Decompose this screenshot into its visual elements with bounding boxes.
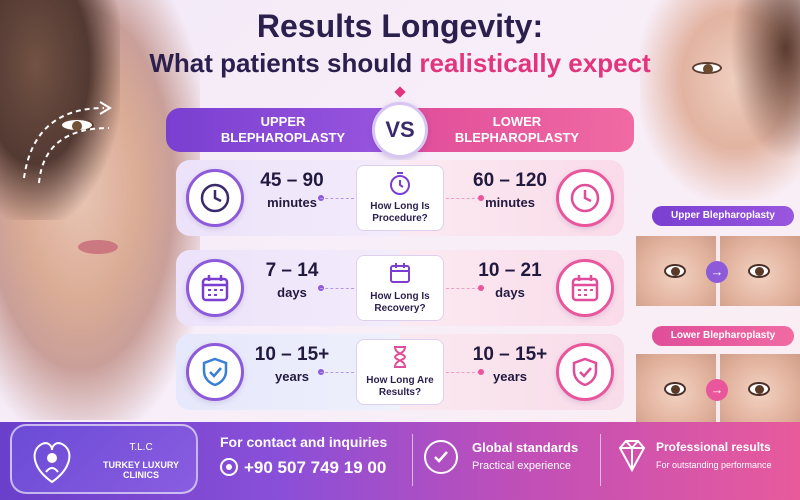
upper-blepharoplasty-label: Upper Blepharoplasty xyxy=(652,206,794,226)
contact-title: For contact and inquiries xyxy=(220,434,388,450)
check-circle-icon xyxy=(424,440,458,474)
unit-text: years xyxy=(493,369,527,384)
brand-tlc: T.L.C xyxy=(129,442,153,453)
connector-dot xyxy=(478,285,484,291)
shield-icon xyxy=(186,343,244,401)
unit-text: days xyxy=(495,285,525,300)
vs-badge: VS xyxy=(372,102,428,158)
shield-icon xyxy=(556,343,614,401)
connector-dot xyxy=(478,195,484,201)
upper-value: 10 – 15+ years xyxy=(232,334,352,386)
lower-before-after-image: → xyxy=(636,354,800,424)
connector-line xyxy=(446,198,480,199)
connector-line xyxy=(320,288,354,289)
hair-shape xyxy=(0,0,120,220)
question-text: Results? xyxy=(378,387,422,398)
before-eye-image xyxy=(636,236,716,306)
value-text: 10 – 15+ xyxy=(254,344,330,365)
title-divider-dot xyxy=(394,86,406,98)
professional-results-title: Professional results xyxy=(656,440,771,454)
unit-text: minutes xyxy=(485,195,535,210)
clinic-logo-icon xyxy=(33,442,71,484)
comparison-row-procedure: 45 – 90 minutes How Long Is Procedure? 6… xyxy=(176,160,624,236)
question-text: How Long Is xyxy=(370,291,430,302)
lower-column-header: LOWER BLEPHAROPLASTY xyxy=(400,108,634,152)
value-text: 10 – 15+ xyxy=(472,344,548,365)
lower-value: 10 – 21 days xyxy=(450,250,570,302)
stopwatch-icon xyxy=(390,172,410,195)
upper-column-header: UPPER BLEPHAROPLASTY xyxy=(166,108,400,152)
portrait-eye xyxy=(60,118,94,132)
phone-link[interactable]: +90 507 749 19 00 xyxy=(220,458,386,478)
value-text: 10 – 21 xyxy=(478,260,542,281)
connector-line xyxy=(446,288,480,289)
unit-text: years xyxy=(275,369,309,384)
before-eye-image xyxy=(636,354,716,424)
portrait-lips xyxy=(78,240,118,254)
header-line: UPPER xyxy=(260,114,306,129)
comparison-row-results: 10 – 15+ years How Long Are Results? 10 … xyxy=(176,334,624,410)
global-standards-sub: Practical experience xyxy=(472,460,572,472)
whatsapp-icon xyxy=(220,458,238,476)
divider xyxy=(412,434,413,486)
portrait-eye xyxy=(692,62,722,74)
question-text: How Long Are xyxy=(366,375,434,386)
header-line: BLEPHAROPLASTY xyxy=(454,130,580,145)
calendar-icon xyxy=(186,259,244,317)
question-text: How Long Is xyxy=(370,201,430,212)
page-title: Results Longevity: xyxy=(256,8,544,44)
clock-icon xyxy=(186,169,244,227)
value-text: 45 – 90 xyxy=(260,170,324,191)
treatment-arrows-icon xyxy=(23,101,112,184)
global-standards-title: Global standards xyxy=(472,440,579,455)
lower-value: 60 – 120 minutes xyxy=(450,160,570,212)
question-text: Recovery? xyxy=(374,303,426,314)
after-eye-image xyxy=(720,354,800,424)
phone-number: +90 507 749 19 00 xyxy=(244,458,387,477)
lower-blepharoplasty-label: Lower Blepharoplasty xyxy=(652,326,794,346)
professional-results-sub: For outstanding performance xyxy=(656,460,772,470)
question-card: How Long Is Recovery? xyxy=(356,255,444,321)
header-line: LOWER xyxy=(492,114,542,129)
lower-value: 10 – 15+ years xyxy=(450,334,570,386)
header-line: BLEPHAROPLASTY xyxy=(220,130,346,145)
question-card: How Long Are Results? xyxy=(356,339,444,405)
after-eye-image xyxy=(720,236,800,306)
left-portrait-image xyxy=(0,0,200,420)
right-portrait-image xyxy=(640,0,800,200)
question-text: Procedure? xyxy=(372,213,428,224)
brand-logo-box[interactable]: T.L.C TURKEY LUXURY CLINICS xyxy=(10,424,198,494)
upper-value: 45 – 90 minutes xyxy=(232,160,352,212)
diamond-icon xyxy=(618,440,646,473)
calendar-small-icon xyxy=(390,263,410,283)
arrow-right-icon: → xyxy=(706,379,728,401)
page-subtitle: What patients should realistically expec… xyxy=(0,48,800,79)
unit-text: days xyxy=(277,285,307,300)
value-text: 7 – 14 xyxy=(265,260,319,281)
unit-text: minutes xyxy=(267,195,317,210)
upper-value: 7 – 14 days xyxy=(232,250,352,302)
calendar-icon xyxy=(556,259,614,317)
connector-line xyxy=(320,372,354,373)
upper-before-after-image: → xyxy=(636,236,800,306)
comparison-row-recovery: 7 – 14 days How Long Is Recovery? 10 – 2… xyxy=(176,250,624,326)
value-text: 60 – 120 xyxy=(473,170,547,191)
connector-line xyxy=(320,198,354,199)
divider xyxy=(600,434,601,486)
arrow-right-icon: → xyxy=(706,261,728,283)
subtitle-text: What patients should xyxy=(149,48,420,78)
connector-dot xyxy=(478,369,484,375)
question-card: How Long Is Procedure? xyxy=(356,165,444,231)
subtitle-accent: realistically expect xyxy=(419,48,651,78)
hair-shape xyxy=(730,0,800,160)
clock-icon xyxy=(556,169,614,227)
hourglass-icon xyxy=(393,346,407,368)
connector-line xyxy=(446,372,480,373)
brand-name: TURKEY LUXURY CLINICS xyxy=(102,460,179,480)
